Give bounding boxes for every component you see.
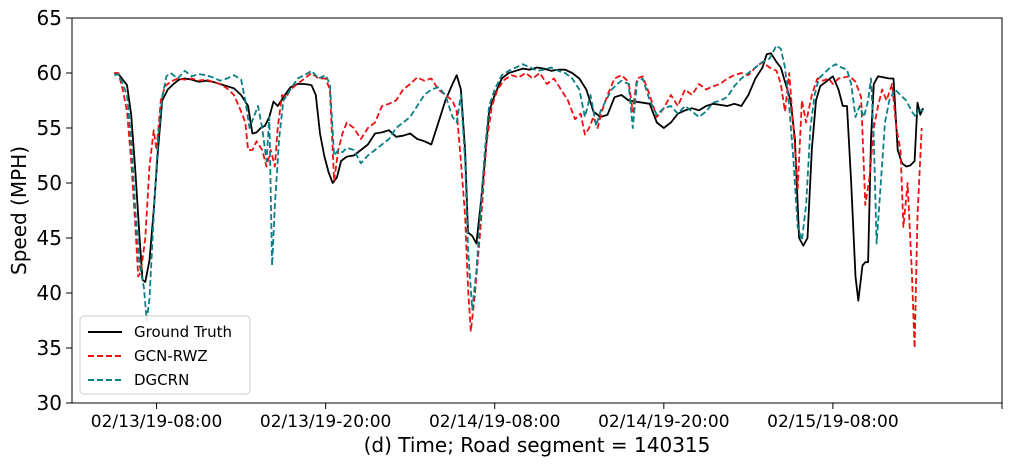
- legend: Ground Truth GCN-RWZ DGCRN: [79, 315, 251, 395]
- y-tick-label: 50: [37, 171, 62, 195]
- y-tick-label: 35: [37, 336, 62, 360]
- legend-label: Ground Truth: [134, 323, 232, 341]
- axes-frame: [71, 17, 1003, 404]
- y-tick-label: 40: [37, 281, 62, 305]
- x-tick-label: 02/13/19-20:00: [260, 412, 391, 432]
- y-tick-label: 30: [37, 391, 62, 415]
- y-axis-label: Speed (MPH): [7, 146, 31, 275]
- series-line-dgcrn: [114, 44, 924, 322]
- x-tick-label: 02/13/19-08:00: [91, 412, 222, 432]
- series-line-ground-truth: [114, 52, 924, 302]
- x-axis-label: (d) Time; Road segment = 140315: [364, 433, 711, 457]
- plot-area: [114, 44, 924, 349]
- x-axis: 02/13/19-08:00 02/13/19-20:00 02/14/19-08:…: [91, 403, 1003, 432]
- y-tick-label: 55: [37, 116, 62, 140]
- y-tick-label: 65: [37, 6, 62, 30]
- y-tick-label: 45: [37, 226, 62, 250]
- y-axis: 30 35 40 45 50 55 60 65: [37, 6, 72, 415]
- legend-label: GCN-RWZ: [134, 347, 208, 365]
- x-tick-label: 02/14/19-20:00: [598, 412, 729, 432]
- legend-box: [79, 315, 251, 395]
- series-line-gcn-rwz: [114, 61, 923, 349]
- y-tick-label: 60: [37, 61, 62, 85]
- legend-label: DGCRN: [134, 371, 189, 389]
- x-tick-label: 02/14/19-08:00: [429, 412, 560, 432]
- x-tick-label: 02/15/19-08:00: [767, 412, 898, 432]
